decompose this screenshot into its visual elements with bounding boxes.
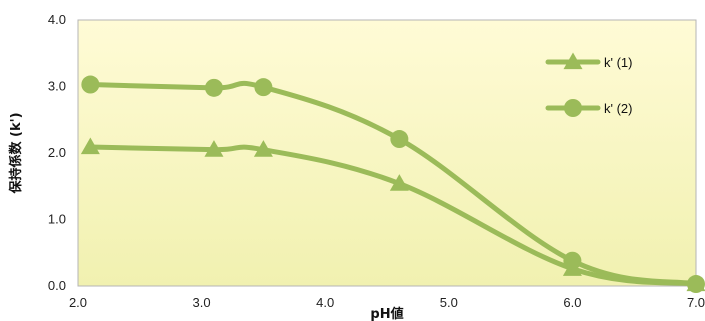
x-tick-label: 4.0 bbox=[316, 295, 334, 310]
y-axis-title: 保持係数 (k') bbox=[8, 112, 24, 194]
circle-point bbox=[687, 275, 705, 294]
x-axis-ticks: 2.0 3.0 4.0 5.0 6.0 7.0 bbox=[69, 295, 705, 310]
x-tick-label: 6.0 bbox=[563, 295, 581, 310]
x-tick-label: 2.0 bbox=[69, 295, 87, 310]
circle-point bbox=[563, 251, 582, 270]
legend-marker bbox=[564, 99, 582, 117]
circle-point bbox=[254, 78, 273, 97]
circle-point bbox=[204, 78, 223, 97]
y-tick-label: 3.0 bbox=[48, 79, 66, 94]
triangle-point bbox=[80, 137, 100, 155]
y-tick-label: 0.0 bbox=[48, 278, 66, 293]
legend-marker bbox=[563, 52, 583, 70]
x-axis-title: pH値 bbox=[370, 306, 403, 321]
legend-label: k' (1) bbox=[604, 55, 632, 70]
circle-point bbox=[390, 130, 409, 149]
y-tick-label: 2.0 bbox=[48, 145, 66, 160]
y-tick-label: 1.0 bbox=[48, 212, 66, 227]
legend-label: k' (2) bbox=[604, 101, 632, 116]
y-axis-ticks: 0.0 1.0 2.0 3.0 4.0 bbox=[48, 12, 66, 293]
series-layer bbox=[80, 75, 705, 294]
triangle-point bbox=[253, 140, 273, 157]
series-line-1 bbox=[87, 144, 699, 287]
x-tick-label: 3.0 bbox=[193, 295, 211, 310]
x-tick-label: 5.0 bbox=[440, 295, 458, 310]
legend: k' (1) k' (2) bbox=[545, 52, 632, 117]
triangle-point bbox=[204, 140, 224, 157]
triangle-point bbox=[389, 174, 409, 191]
y-tick-label: 4.0 bbox=[48, 12, 66, 27]
x-tick-label: 7.0 bbox=[687, 295, 705, 310]
circle-point bbox=[81, 75, 100, 94]
